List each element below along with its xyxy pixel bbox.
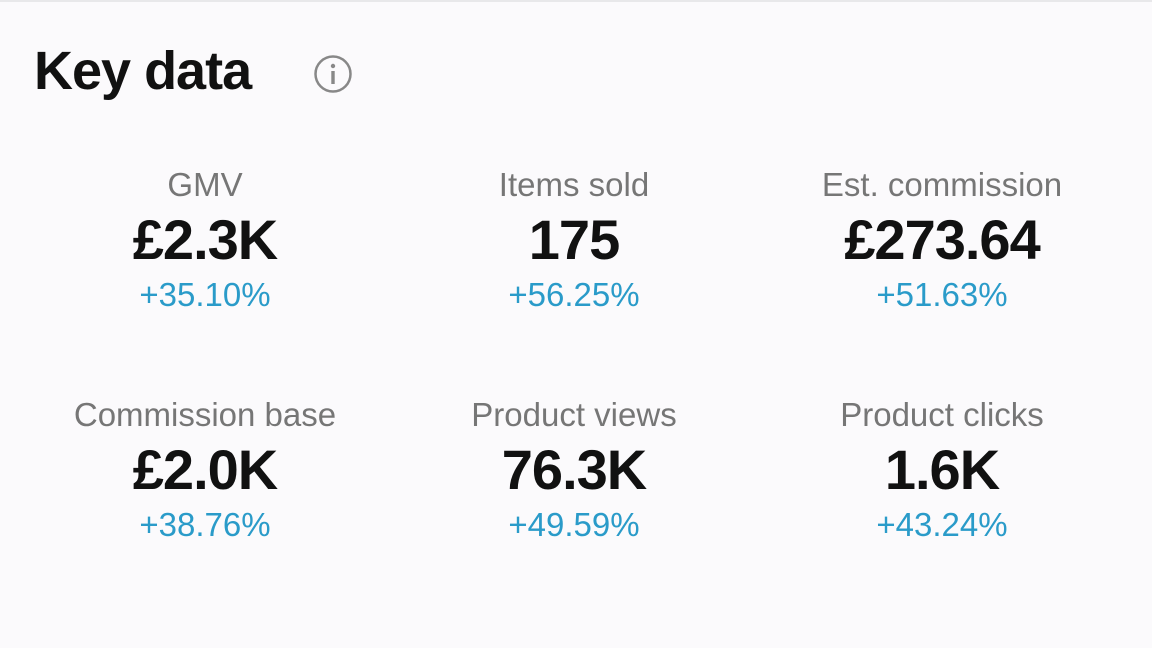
metric-value: 1.6K (884, 438, 1000, 501)
info-icon[interactable] (313, 54, 353, 94)
metric-change: +38.76% (139, 506, 271, 543)
metric-label: Commission base (73, 396, 337, 433)
metric-card: Items sold 175 +56.25% (390, 165, 758, 315)
metric-label: GMV (167, 166, 243, 203)
metric-card: GMV £2.3K +35.10% (21, 165, 389, 315)
metric-card: Product clicks 1.6K +43.24% (758, 395, 1126, 545)
metric-label: Est. commission (821, 166, 1063, 203)
metric-value: £273.64 (844, 208, 1040, 271)
metric-label: Product clicks (840, 396, 1044, 433)
metric-change: +56.25% (508, 276, 640, 313)
metric-value: £2.3K (132, 208, 278, 271)
metric-change: +43.24% (876, 506, 1008, 543)
metric-value: £2.0K (132, 438, 278, 501)
metric-change: +51.63% (876, 276, 1008, 313)
metric-card: Product views 76.3K +49.59% (390, 395, 758, 545)
metric-value: 76.3K (501, 438, 647, 501)
metric-label: Items sold (498, 166, 650, 203)
metric-card: Commission base £2.0K +38.76% (21, 395, 389, 545)
metric-value: 175 (528, 208, 620, 271)
metric-card: Est. commission £273.64 +51.63% (758, 165, 1126, 315)
metric-change: +35.10% (139, 276, 271, 313)
metric-change: +49.59% (508, 506, 640, 543)
panel-title: Key data (34, 41, 252, 101)
metric-label: Product views (471, 396, 677, 433)
